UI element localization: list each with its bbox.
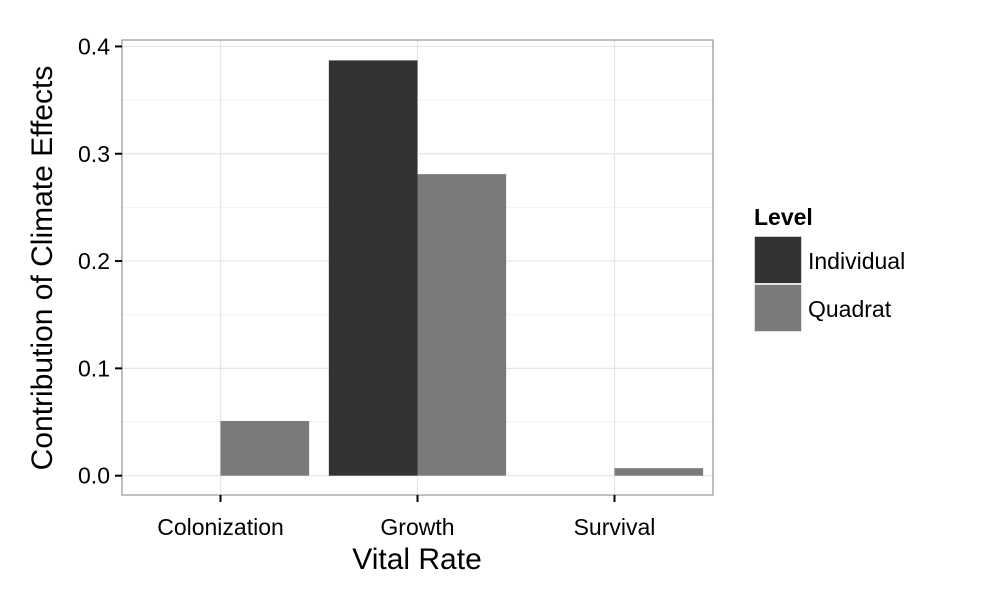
- bar-quadrat-survival: [614, 468, 704, 476]
- bar-quadrat-colonization: [220, 420, 310, 476]
- y-tick-label: 0.0: [78, 463, 110, 489]
- legend-key-quadrat: [753, 283, 803, 333]
- legend-title: Level: [754, 204, 813, 230]
- x-axis: Colonization Growth Survival: [157, 495, 655, 540]
- y-axis: 0.0 0.1 0.2 0.3 0.4: [78, 33, 122, 489]
- legend-label-quadrat: Quadrat: [808, 296, 892, 322]
- bar-quadrat-growth: [417, 174, 507, 476]
- y-axis-title: Contribution of Climate Effects: [26, 66, 59, 471]
- bar-individual-growth: [328, 60, 418, 476]
- y-tick-label: 0.1: [78, 355, 110, 381]
- legend-label-individual: Individual: [808, 248, 905, 274]
- bars: [220, 60, 704, 476]
- y-tick-label: 0.3: [78, 141, 110, 167]
- legend-key-individual: [753, 235, 803, 285]
- x-tick-label: Colonization: [157, 514, 284, 540]
- x-tick-label: Growth: [380, 514, 454, 540]
- legend: Level Individual Quadrat: [753, 204, 905, 333]
- y-tick-label: 0.2: [78, 248, 110, 274]
- y-tick-label: 0.4: [78, 33, 110, 59]
- x-tick-label: Survival: [574, 514, 656, 540]
- x-axis-title: Vital Rate: [352, 543, 482, 576]
